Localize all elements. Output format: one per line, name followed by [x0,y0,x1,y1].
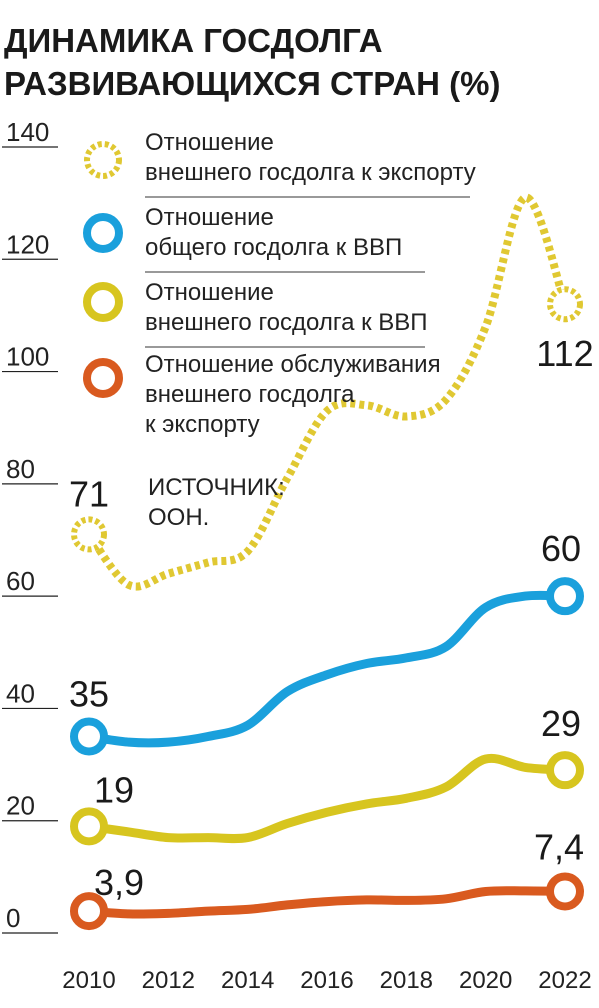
legend-label-debt-service-to-exports: к экспорту [145,411,260,438]
x-tick-label: 2022 [538,967,591,994]
legend-label-external-debt-to-exports: внешнего госдолга к экспорту [145,159,476,186]
series-line-total-debt-to-gdp [84,590,570,748]
legend-label-debt-service-to-exports: Отношение обслуживания [145,351,441,378]
chart-title: ДИНАМИКА ГОСДОЛГА РАЗВИВАЮЩИХСЯ СТРАН (%… [4,22,500,102]
y-axis: 0 20 40 60 80 100 120 140 [2,117,58,934]
series-line-external-debt-to-gdp [84,753,570,844]
x-tick-label: 2010 [62,967,115,994]
data-labels: 71 112 35 60 19 29 3,9 7,4 [69,333,594,903]
y-tick-label: 60 [6,566,35,596]
y-tick-label: 20 [6,791,35,821]
chart-title-line-1: ДИНАМИКА ГОСДОЛГА [4,22,383,59]
series-line-external-debt-to-exports [85,193,569,591]
legend-swatch-total-debt-to-gdp [83,213,123,253]
legend-label-external-debt-to-gdp: Отношение [145,279,274,306]
legend-swatch-debt-service-to-exports [83,358,123,398]
legend-label-total-debt-to-gdp: Отношение [145,204,274,231]
series-marker-total-debt-to-gdp-start [70,717,108,756]
source-note: ИСТОЧНИК: ООН. [148,474,285,531]
legend-label-external-debt-to-gdp: внешнего госдолга к ВВП [145,309,428,336]
chart-title-line-2: РАЗВИВАЮЩИХСЯ СТРАН (%) [4,65,500,102]
data-label-external-debt-to-gdp-end: 29 [541,703,581,744]
data-label-external-debt-to-gdp-start: 19 [94,769,134,810]
data-label-debt-service-to-exports-start: 3,9 [94,862,144,903]
x-tick-label: 2020 [459,967,512,994]
series-marker-external-debt-to-gdp-end [546,751,584,790]
legend-swatch-external-debt-to-exports [84,141,122,179]
series-marker-external-debt-to-exports-start [71,516,107,553]
y-tick-label: 100 [6,342,49,372]
series-marker-total-debt-to-gdp-end [546,577,584,616]
legend-label-total-debt-to-gdp: общего госдолга к ВВП [145,234,402,261]
data-label-debt-service-to-exports-end: 7,4 [534,826,584,867]
legend-label-debt-service-to-exports: внешнего госдолга [145,381,355,408]
y-tick-label: 140 [6,117,49,147]
series-line-debt-service-to-exports [84,886,570,919]
x-tick-label: 2016 [300,967,353,994]
x-axis: 2010 2012 2014 2016 2018 2020 2022 [62,967,591,994]
data-label-total-debt-to-gdp-start: 35 [69,674,109,715]
y-tick-label: 80 [6,454,35,484]
source-value: ООН. [148,504,209,531]
series-layer [70,193,584,931]
series-marker-external-debt-to-exports-end [547,286,583,323]
series-marker-debt-service-to-exports-start [70,892,108,931]
data-label-total-debt-to-gdp-end: 60 [541,528,581,569]
legend-swatch-external-debt-to-gdp [83,282,123,322]
y-tick-label: 40 [6,678,35,708]
series-marker-debt-service-to-exports-end [546,872,584,911]
y-tick-label: 120 [6,229,49,259]
y-tick-label: 0 [6,903,20,933]
series-marker-external-debt-to-gdp-start [70,807,108,846]
source-label: ИСТОЧНИК: [148,474,285,501]
legend-label-external-debt-to-exports: Отношение [145,129,274,156]
data-label-external-debt-to-exports-start: 71 [69,473,109,514]
legend: Отношение внешнего госдолга к экспорту Отн… [83,129,476,438]
data-label-external-debt-to-exports-end: 112 [536,333,593,374]
x-tick-label: 2014 [221,967,274,994]
x-tick-label: 2012 [142,967,195,994]
x-tick-label: 2018 [380,967,433,994]
